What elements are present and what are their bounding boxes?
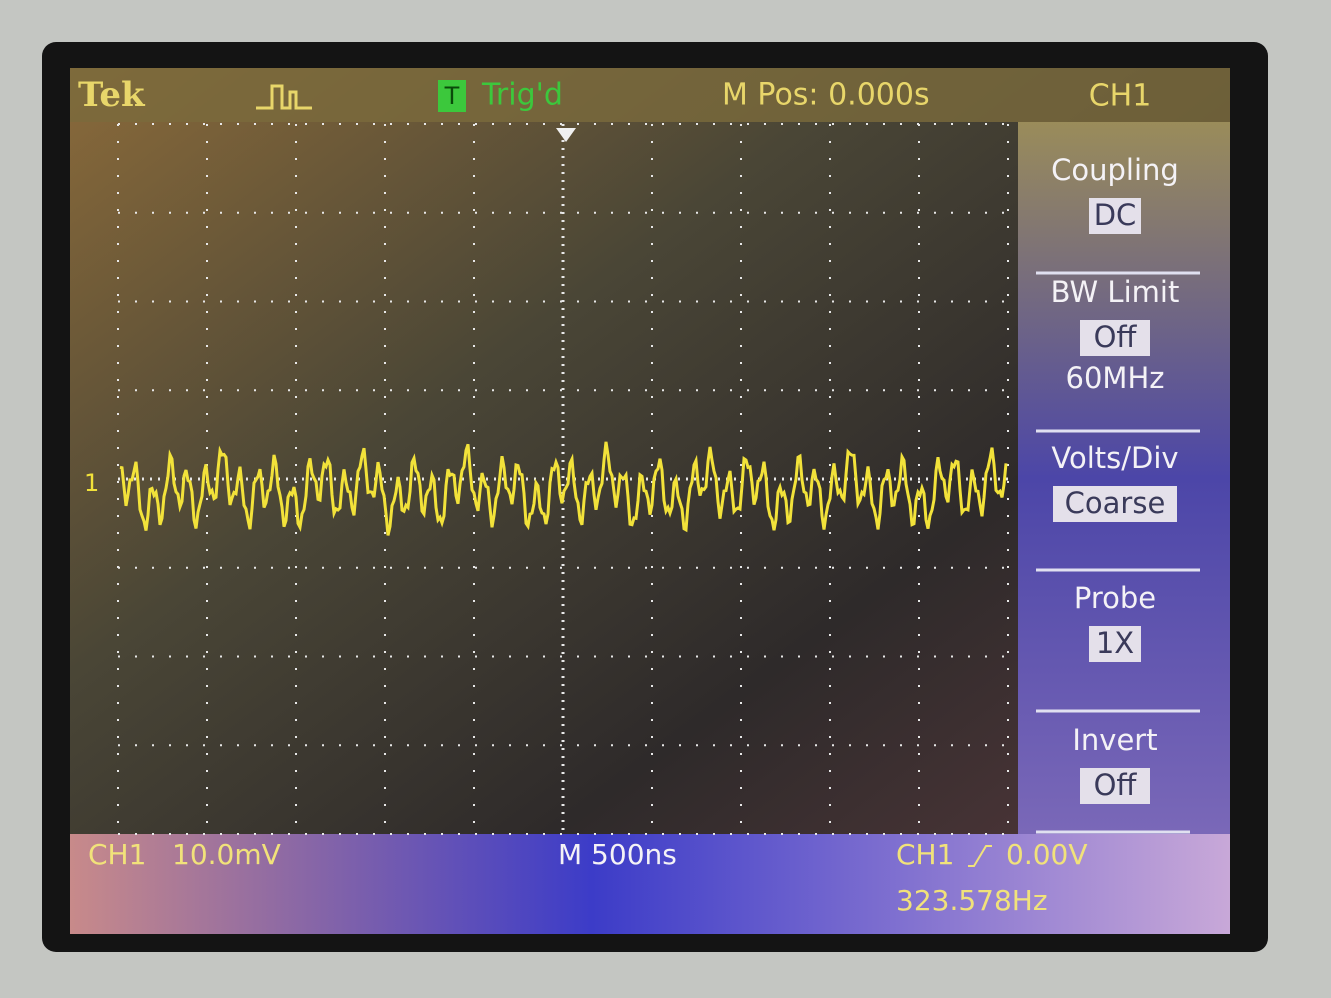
menu-setting: 1X (1096, 626, 1134, 660)
waveform (119, 441, 1008, 536)
menu-label: Invert (1072, 723, 1157, 757)
menu-setting: Coarse (1065, 486, 1166, 520)
acquire-icon (256, 84, 312, 110)
status-bar (70, 68, 1230, 122)
menu-label: BW Limit (1051, 275, 1180, 309)
menu-setting-box (1080, 320, 1150, 356)
menu-setting-box (1089, 198, 1141, 234)
side-menu (1018, 122, 1230, 834)
menu-label: Volts/Div (1051, 441, 1178, 475)
footer-frequency: 323.578Hz (896, 884, 1048, 917)
menu-note: 60MHz (1066, 361, 1165, 395)
footer-bar (70, 834, 1230, 934)
channel: CH1 (1089, 79, 1152, 114)
footer-timebase: M 500ns (558, 838, 677, 871)
footer-trigger-channel: CH1 (896, 838, 954, 871)
footer-channel: CH1 (88, 838, 146, 871)
trigger-icon: T (444, 82, 460, 110)
menu-setting-box (1089, 626, 1141, 662)
channel-marker: 1 (84, 469, 99, 497)
menu: Coupling DC BW Limit Off 60MHz Volts/Div Coars… (1036, 153, 1200, 834)
footer-scale: 10.0mV (172, 838, 281, 871)
trigger-status: Trig'd (481, 78, 563, 113)
menu-label: Probe (1074, 581, 1156, 615)
trigger-icon-box (438, 80, 466, 112)
brand: Tek (78, 75, 146, 115)
menu-setting: DC (1094, 198, 1137, 232)
menu-setting-box (1080, 768, 1150, 804)
menu-setting: Off (1094, 768, 1138, 802)
position: M Pos: 0.000s (722, 78, 930, 113)
slope-icon (968, 845, 992, 867)
menu-setting: Off (1094, 320, 1138, 354)
menu-label: Coupling (1051, 153, 1179, 187)
footer-trigger-level: 0.00V (1006, 838, 1088, 871)
trigger-position-marker (556, 128, 576, 142)
menu-setting-box (1053, 486, 1177, 522)
